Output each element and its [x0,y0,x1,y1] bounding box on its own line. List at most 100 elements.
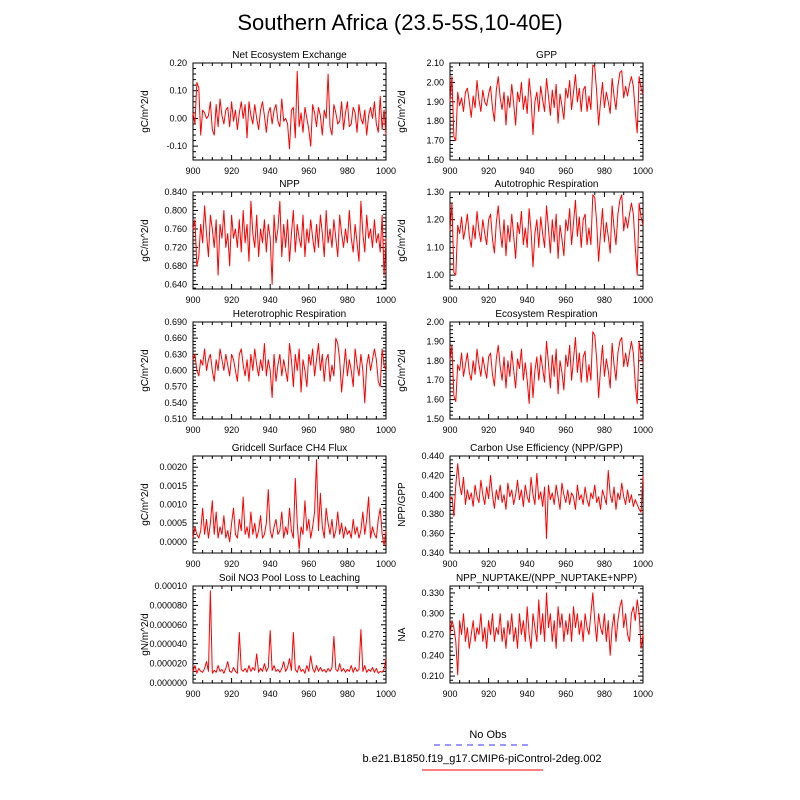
y-axis-label: gC/m^2/d [140,349,151,392]
x-tick-label: 940 [263,166,278,176]
x-tick-label: 900 [442,689,457,699]
x-tick-label: 980 [340,559,355,569]
panel-title: Heterotrophic Respiration [233,309,346,320]
y-tick-label: 0.0020 [159,462,187,472]
x-tick-label: 940 [520,559,535,569]
y-tick-label: 1.30 [426,187,444,197]
x-tick-label: 920 [224,559,239,569]
y-tick-label: 1.80 [426,356,444,366]
y-tick-label: 1.90 [426,97,444,107]
x-tick-label: 940 [520,295,535,305]
x-tick-label: 940 [263,559,278,569]
series-line [192,337,387,404]
y-tick-label: 0.330 [421,588,444,598]
x-tick-label: 980 [340,425,355,435]
y-tick-label: 0.360 [421,529,444,539]
y-tick-label: 1.70 [426,375,444,385]
panel-title: Soil NO3 Pool Loss to Leaching [219,573,360,584]
x-tick-label: 900 [442,425,457,435]
y-tick-label: 0.380 [421,509,444,519]
x-tick-label: 980 [340,689,355,699]
y-tick-label: 0.340 [421,548,444,558]
x-tick-label: 900 [442,295,457,305]
x-tick-label: 920 [224,295,239,305]
x-tick-label: 1000 [376,559,396,569]
y-tick-label: 0.600 [164,366,187,376]
x-tick-label: 980 [597,559,612,569]
y-tick-label: 0.00 [169,113,187,123]
y-tick-label: 0.000060 [149,620,187,630]
series-line [449,194,644,276]
panel-title: GPP [536,50,557,61]
y-axis-label: gN/m^2/d [140,613,151,656]
y-tick-label: 0.20 [169,58,187,68]
x-tick-label: 980 [340,166,355,176]
x-tick-label: 920 [481,166,496,176]
y-tick-label: 1.00 [426,270,444,280]
chart-panel: Heterotrophic Respiration 900 920 940 960 980… [140,309,396,435]
y-tick-label: 1.70 [426,136,444,146]
series-line [449,64,644,142]
x-tick-label: 980 [597,295,612,305]
x-tick-label: 920 [224,689,239,699]
x-tick-label: 940 [263,295,278,305]
x-tick-label: 900 [442,166,457,176]
y-tick-label: -0.10 [166,141,187,151]
x-tick-label: 940 [520,425,535,435]
x-tick-label: 940 [520,166,535,176]
plot-frame [192,585,387,684]
panel-title: Carbon Use Efficiency (NPP/GPP) [470,443,623,454]
series-line [449,463,644,539]
x-tick-label: 900 [185,559,200,569]
x-tick-label: 1000 [376,425,396,435]
chart-panel: Gridcell Surface CH4 Flux 900 920 940 960 980… [140,443,396,569]
x-tick-label: 940 [520,689,535,699]
chart-panel: NPP 900 920 940 960 980 1000 0.640 0.680 0.720 0.7… [140,179,396,305]
x-tick-label: 960 [301,166,316,176]
y-tick-label: 0.420 [421,470,444,480]
y-tick-label: 0.440 [421,451,444,461]
x-tick-label: 960 [558,295,573,305]
series-line [449,331,644,404]
y-axis-label: gC/m^2/d [140,483,151,526]
y-tick-label: 0.630 [164,349,187,359]
y-tick-label: 2.10 [426,58,444,68]
y-tick-label: 0.00010 [154,581,187,591]
y-tick-label: 0.660 [164,333,187,343]
y-tick-label: 0.000080 [149,600,187,610]
x-tick-label: 1000 [376,295,396,305]
x-tick-label: 940 [263,425,278,435]
x-tick-label: 960 [301,559,316,569]
y-tick-label: 0.10 [169,86,187,96]
plot-frame [449,321,644,420]
x-tick-label: 1000 [633,295,653,305]
y-tick-label: 0.300 [421,609,444,619]
y-axis-label: gC/m^2/d [397,90,408,133]
panel-title: NPP [279,179,300,190]
chart-panel: NPP_NUPTAKE/(NPP_NUPTAKE+NPP) 900 920 940 96… [397,573,653,699]
chart-panel: Net Ecosystem Exchange 900 920 940 960 980 100… [140,50,396,176]
y-tick-label: 0.0005 [159,518,187,528]
chart-panel: GPP 900 920 940 960 980 1000 1.60 1.70 1.80 1.90 2.… [397,50,653,176]
y-tick-label: 0.0000 [159,537,187,547]
y-tick-label: 1.90 [426,336,444,346]
panel-title: Net Ecosystem Exchange [232,50,347,61]
x-tick-label: 1000 [376,166,396,176]
series-line [192,459,387,550]
x-tick-label: 960 [301,295,316,305]
x-tick-label: 960 [301,425,316,435]
x-tick-label: 1000 [633,559,653,569]
y-tick-label: 0.0015 [159,481,187,491]
x-tick-label: 900 [185,166,200,176]
panel-title: Ecosystem Respiration [495,309,597,320]
y-axis-label: gC/m^2/d [140,90,151,133]
series-line [449,592,644,676]
chart-panel: Soil NO3 Pool Loss to Leaching 900 920 940 9… [140,573,396,699]
x-tick-label: 1000 [633,425,653,435]
plot-frame [449,62,644,161]
y-tick-label: 0.540 [164,398,187,408]
chart-panel: Carbon Use Efficiency (NPP/GPP) 900 920 940… [397,443,653,569]
y-tick-label: 1.50 [426,414,444,424]
y-tick-label: 0.640 [164,279,187,289]
